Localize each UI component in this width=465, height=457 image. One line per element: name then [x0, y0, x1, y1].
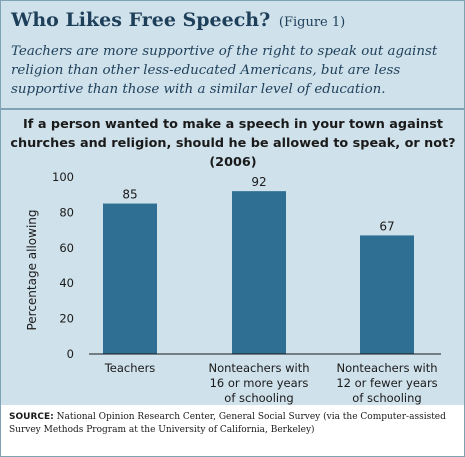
divider [1, 108, 464, 110]
figure-number: (Figure 1) [278, 15, 346, 30]
bar-value-label: 67 [379, 219, 394, 233]
source-text-block: SOURCE: National Opinion Research Center… [9, 411, 457, 437]
y-tick-label: 0 [67, 347, 74, 361]
x-category-label: of schooling [224, 391, 293, 405]
x-category-label: 12 or fewer years [336, 376, 437, 390]
bar [360, 235, 414, 354]
bar-value-label: 92 [251, 175, 266, 189]
x-category-label: Nonteachers with [208, 361, 309, 375]
bar-value-label: 85 [122, 188, 137, 202]
x-category-label: of schooling [352, 391, 421, 405]
bar-chart: 0 20 40 60 80 100 85 Teachers 92 Nonteachers with… [52, 170, 441, 405]
chart-title: If a person wanted to make a speech in y… [10, 117, 456, 170]
source-text: National Opinion Research Center, Genera… [9, 412, 446, 435]
y-tick-label: 20 [59, 312, 74, 326]
source-note: SOURCE: National Opinion Research Center… [1, 405, 464, 456]
bar [103, 203, 157, 354]
source-label: SOURCE: [9, 412, 54, 422]
y-tick-label: 60 [59, 241, 74, 255]
y-tick-label: 40 [59, 276, 74, 290]
figure-subtitle: Teachers are more supportive of the righ… [11, 44, 438, 97]
x-category-label: Teachers [104, 361, 156, 375]
x-category-label: 16 or more years [210, 376, 309, 390]
title-text: Who Likes Free Speech? [11, 9, 271, 31]
y-tick-label: 100 [52, 170, 74, 184]
x-category-label: Nonteachers with [336, 361, 437, 375]
figure-title: Who Likes Free Speech? (Figure 1) [11, 9, 345, 31]
bar [232, 191, 286, 354]
y-tick-label: 80 [59, 205, 74, 219]
